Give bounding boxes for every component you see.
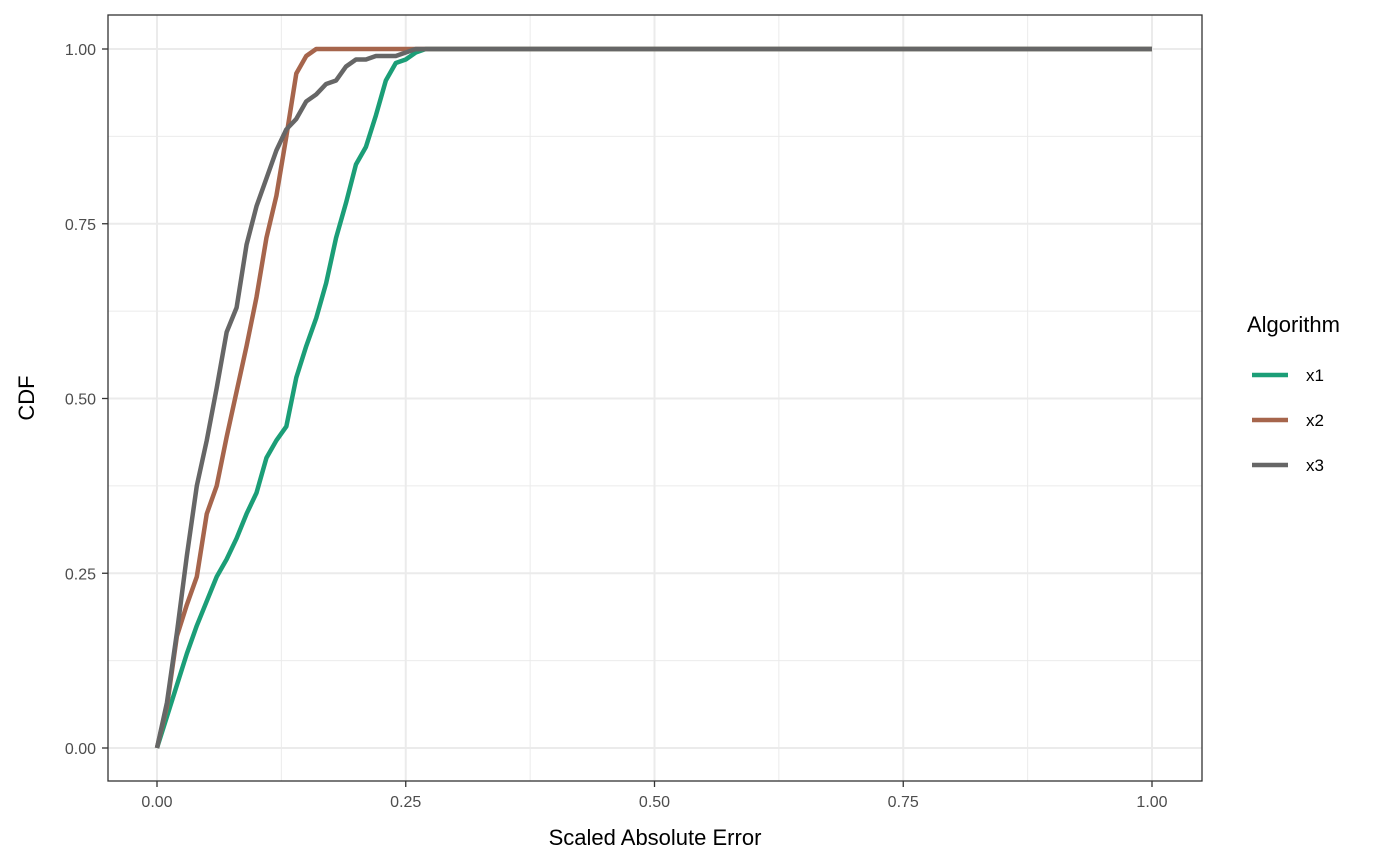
legend-title: Algorithm (1247, 312, 1340, 337)
legend: Algorithm x1 x2 x3 (1247, 312, 1340, 475)
y-tick-label: 0.25 (65, 566, 96, 583)
x-axis-title: Scaled Absolute Error (549, 825, 762, 850)
legend-items: x1 x2 x3 (1252, 366, 1324, 475)
series-layer (154, 46, 1152, 749)
y-tick-label: 0.00 (65, 741, 96, 758)
x-tick-label: 0.00 (141, 794, 172, 811)
legend-label-x1: x1 (1306, 366, 1324, 385)
y-axis-ticks: 0.00 0.25 0.50 0.75 1.00 (65, 42, 108, 758)
y-tick-label: 0.50 (65, 392, 96, 409)
series-line-x2 (154, 46, 1152, 749)
legend-label-x2: x2 (1306, 411, 1324, 430)
x-tick-label: 0.50 (639, 794, 670, 811)
series-line-x1 (154, 46, 1152, 749)
x-tick-label: 1.00 (1136, 794, 1167, 811)
series-line-x3 (154, 46, 1152, 749)
x-axis-ticks: 0.00 0.25 0.50 0.75 1.00 (141, 781, 1168, 811)
x-tick-label: 0.25 (390, 794, 421, 811)
y-tick-label: 0.75 (65, 217, 96, 234)
y-axis-title: CDF (14, 375, 39, 420)
x-tick-label: 0.75 (888, 794, 919, 811)
legend-label-x3: x3 (1306, 456, 1324, 475)
y-tick-label: 1.00 (65, 42, 96, 59)
